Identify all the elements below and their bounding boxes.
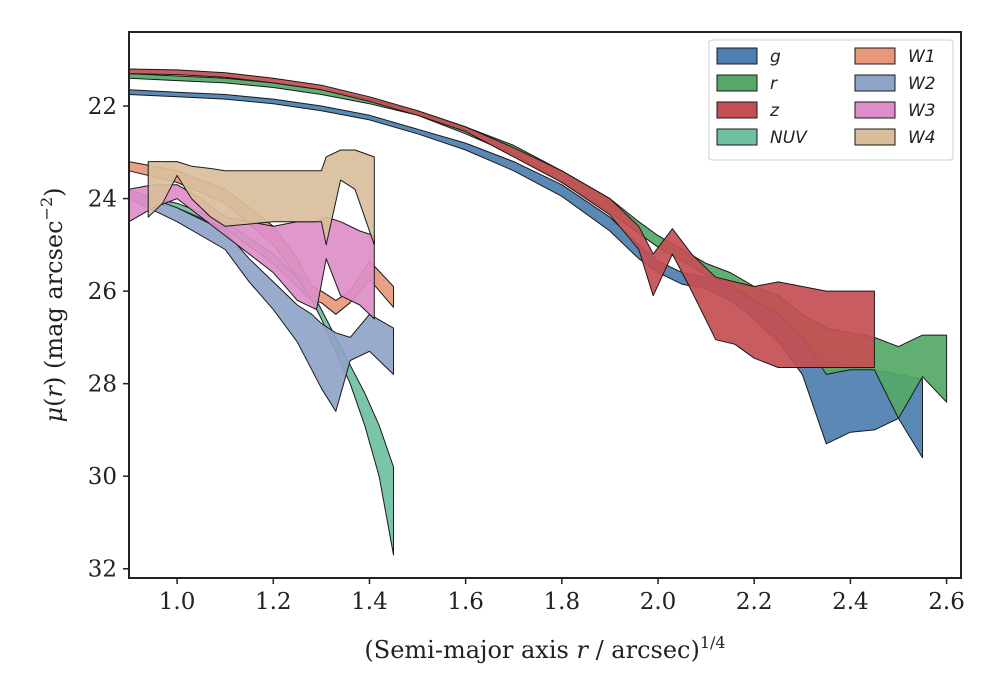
x-tick-label: 2.4 bbox=[832, 589, 869, 615]
y-tick-label: 30 bbox=[88, 464, 117, 490]
series-band-w2 bbox=[128, 188, 394, 412]
legend-items: grz NUV W1 W2 W3 W4 bbox=[716, 47, 936, 148]
y-tick-label: 22 bbox=[88, 94, 117, 120]
legend-swatch-w3 bbox=[854, 101, 896, 119]
legend-swatch-w1 bbox=[854, 47, 896, 65]
legend-label-z: z bbox=[769, 101, 780, 121]
series-band-w4 bbox=[147, 149, 375, 246]
x-tick-label: 2.2 bbox=[736, 589, 773, 615]
x-tick-label: 2.6 bbox=[928, 589, 965, 615]
x-tick-label: 2.0 bbox=[640, 589, 677, 615]
legend-label-w3: W3 bbox=[908, 101, 936, 121]
legend-label-nuv: NUV bbox=[770, 128, 808, 148]
y-tick-label: 26 bbox=[88, 279, 117, 305]
legend-swatch-w4 bbox=[854, 128, 896, 146]
y-tick-label: 24 bbox=[88, 187, 117, 213]
x-tick-label: 1.0 bbox=[159, 589, 196, 615]
legend-label-w2: W2 bbox=[908, 74, 936, 94]
legend-label-r: r bbox=[770, 74, 778, 94]
x-tick-label: 1.4 bbox=[351, 589, 388, 615]
y-tick-label: 32 bbox=[88, 557, 117, 583]
ticks-layer: 1.0 1.2 1.4 1.6 1.8 2.0 2.2 2.4 2.6 22 24 26 28 30 32 bbox=[88, 94, 965, 615]
legend: grz NUV W1 W2 W3 W4 bbox=[708, 39, 954, 161]
series-band-z bbox=[128, 68, 875, 368]
plot-frame bbox=[128, 31, 962, 579]
legend-label-g: g bbox=[770, 47, 781, 67]
y-tick-label: 28 bbox=[88, 372, 117, 398]
series-band-g bbox=[128, 89, 923, 459]
legend-swatch-z bbox=[716, 101, 758, 119]
y-axis-label: μ(r) (mag arcsec−2) bbox=[37, 187, 68, 422]
legend-label-w1: W1 bbox=[908, 47, 936, 67]
legend-label-w4: W4 bbox=[908, 128, 936, 148]
series-band-r bbox=[128, 73, 948, 419]
x-tick-label: 1.8 bbox=[544, 589, 581, 615]
series-layer bbox=[128, 68, 948, 556]
legend-swatch-r bbox=[716, 74, 758, 92]
x-tick-label: 1.2 bbox=[255, 589, 292, 615]
x-tick-label: 1.6 bbox=[447, 589, 484, 615]
legend-swatch-w2 bbox=[854, 74, 896, 92]
legend-swatch-nuv bbox=[716, 128, 758, 146]
legend-swatch-g bbox=[716, 47, 758, 65]
x-axis-label: (Semi-major axis r / arcsec)1/4 bbox=[364, 633, 725, 664]
